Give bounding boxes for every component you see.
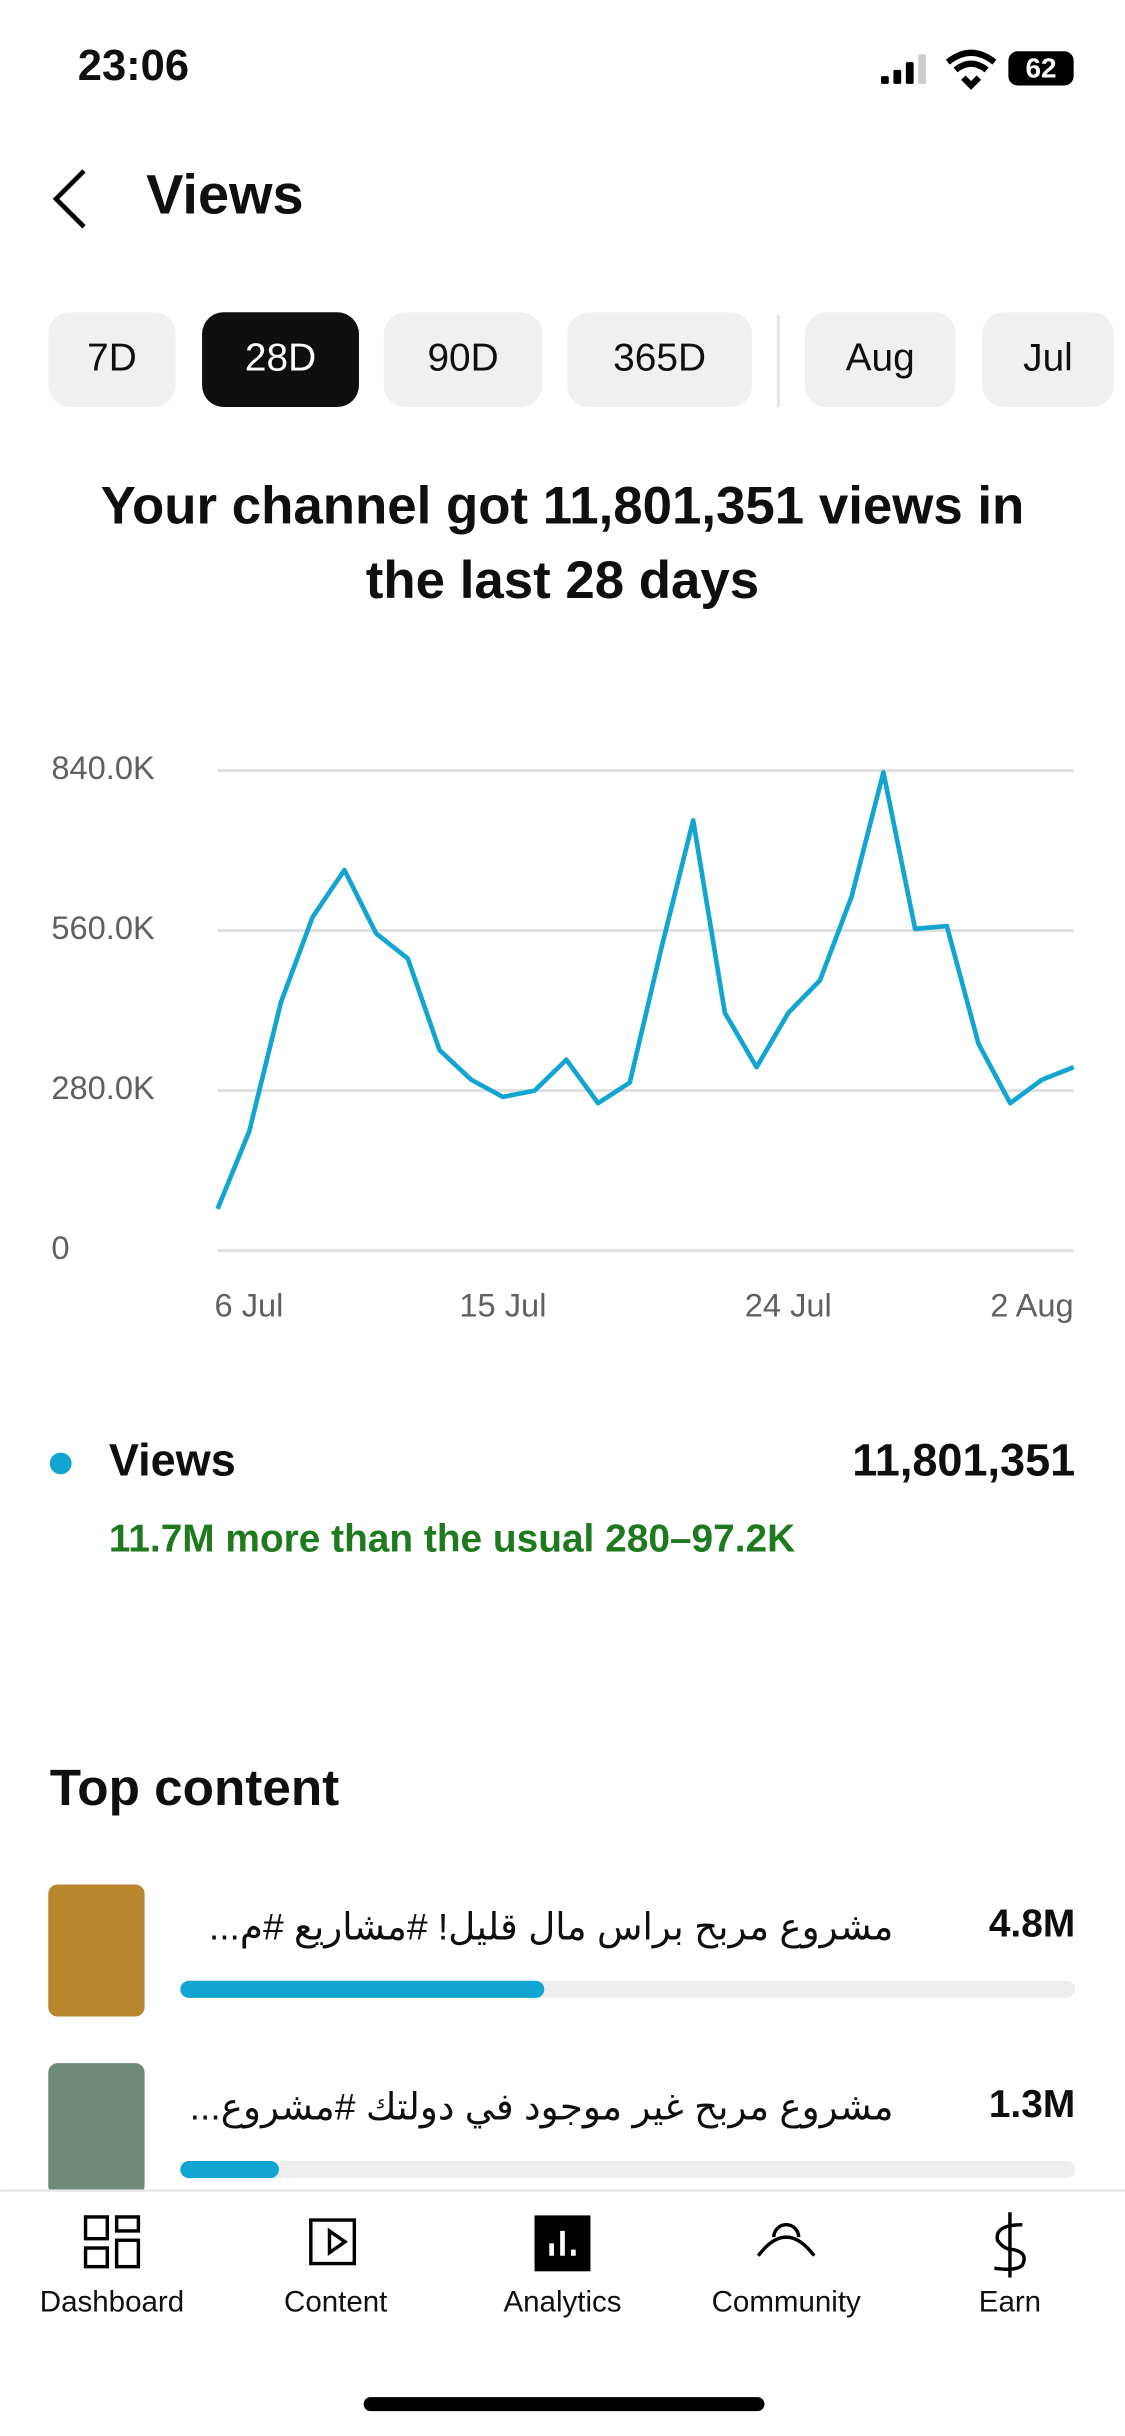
thumbnail[interactable] [48,1884,145,2017]
nav-label[interactable]: Community [712,2286,861,2319]
battery-icon [1008,51,1074,86]
x-tick-label: 6 Jul [215,1287,284,1324]
legend-note: 11.7M more than the usual 280–97.2K [109,1517,795,1560]
tab[interactable] [202,312,359,408]
tab-label: 365D [613,337,706,380]
tab-label: 28D [245,337,316,380]
home-indicator [363,2397,765,2412]
tab-label: Aug [846,337,915,380]
bar-track [180,2161,1076,2179]
tab-label: 7D [87,337,137,380]
status-time: 23:06 [78,42,189,90]
content-title[interactable]: مشروع مربح براس مال قليل! #مشاريع #م... [209,1905,894,1948]
tab[interactable] [804,312,956,408]
content-views: 1.3M [989,2083,1075,2126]
legend-dot [49,1452,72,1475]
wifi-icon [945,49,997,90]
x-tick-label: 2 Aug [990,1287,1073,1324]
x-tick-label: 24 Jul [745,1287,832,1324]
legend-name: Views [109,1434,236,1485]
content-title[interactable]: مشروع مربح غير موجود في دولتك #مشروع... [190,2086,894,2129]
tab-label: 90D [427,337,498,380]
legend-total: 11,801,351 [852,1434,1075,1485]
view-bar [180,1980,545,1998]
content-views: 4.8M [989,1903,1075,1946]
thumbnail[interactable] [48,2063,145,2196]
y-tick-label: 840.0K [51,749,155,786]
data-line [215,769,1075,1210]
tab[interactable] [383,312,543,408]
signal-icon [880,54,927,84]
nav-label[interactable]: Dashboard [40,2286,184,2319]
tab[interactable] [981,312,1115,408]
headline: the last 28 days [366,551,759,610]
nav-label[interactable]: Content [284,2286,387,2319]
headline: Your channel got 11,801,351 views in [101,477,1025,536]
y-tick-label: 0 [51,1229,69,1266]
x-tick-label: 15 Jul [459,1287,546,1324]
nav-icons [83,2212,1026,2278]
back-button[interactable] [52,169,86,229]
view-bar [180,2161,279,2179]
analytics-glyph [549,2230,576,2256]
nav-label[interactable]: Analytics [503,2286,621,2319]
y-tick-label: 560.0K [51,909,155,946]
tab-label: Jul [1023,337,1073,380]
nav-label[interactable]: Earn [979,2286,1041,2319]
tab[interactable] [567,312,753,408]
tab[interactable] [48,312,176,408]
y-tick-label: 280.0K [51,1069,155,1106]
page-title: Views [146,163,303,226]
battery-level: 62 [1025,52,1056,83]
section-title: Top content [50,1759,339,1816]
